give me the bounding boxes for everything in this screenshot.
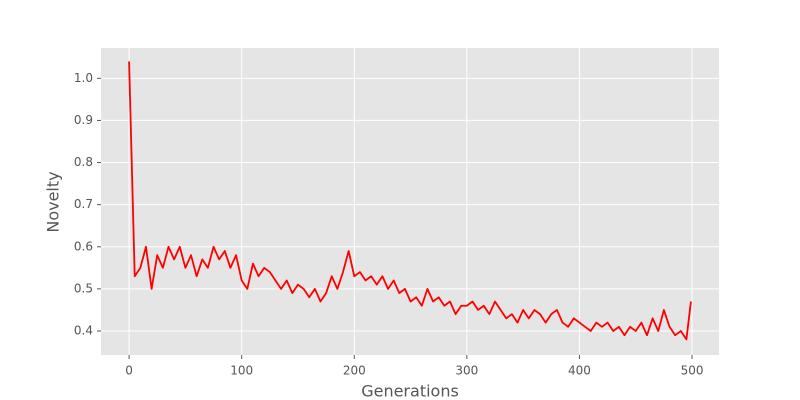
y-tick-label: 0.5 [74, 281, 93, 295]
y-tick-label: 0.6 [74, 239, 93, 253]
y-tick-label: 1.0 [74, 71, 93, 85]
x-tick-label: 200 [343, 364, 366, 378]
y-tick-label: 0.8 [74, 155, 93, 169]
plot-area [101, 48, 719, 355]
y-tick-label: 0.9 [74, 113, 93, 127]
y-tick-label: 0.4 [74, 323, 93, 337]
x-tick-label: 0 [125, 364, 133, 378]
x-axis-label: Generations [361, 382, 459, 400]
y-axis-label: Novelty [44, 171, 63, 232]
y-tick-label: 0.7 [74, 197, 93, 211]
x-tick-label: 300 [455, 364, 478, 378]
line-series [128, 61, 692, 341]
x-tick-label: 400 [568, 364, 591, 378]
x-tick-label: 500 [681, 364, 704, 378]
x-tick-label: 100 [230, 364, 253, 378]
